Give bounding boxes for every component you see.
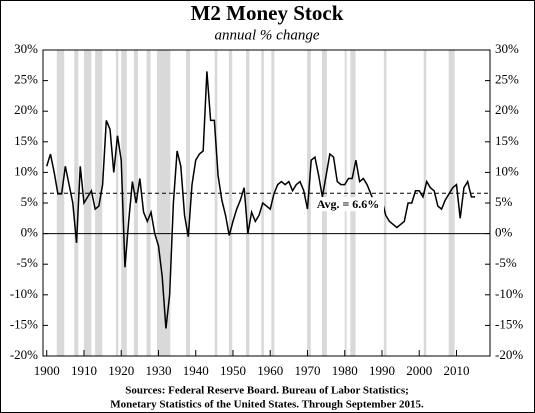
- recession-band: [156, 50, 171, 356]
- y-tick-label: -15%: [10, 316, 38, 331]
- y2-tick-label: -10%: [495, 286, 523, 301]
- recession-band: [423, 50, 427, 356]
- x-tick-label: 2000: [406, 363, 432, 378]
- x-tick-label: 1920: [108, 363, 134, 378]
- y-tick-label: 15%: [14, 133, 38, 148]
- chart-subtitle: annual % change: [215, 27, 320, 43]
- y2-tick-label: -20%: [495, 347, 523, 362]
- y-tick-label: 25%: [14, 72, 38, 87]
- average-label: Avg. = 6.6%: [317, 197, 380, 211]
- y2-tick-label: 0%: [495, 225, 513, 240]
- x-tick-label: 1960: [257, 363, 283, 378]
- y2-tick-label: 25%: [495, 72, 519, 87]
- data-line: [46, 71, 476, 329]
- recession-band: [246, 50, 250, 356]
- y2-tick-label: 5%: [495, 194, 513, 209]
- y-tick-label: 5%: [21, 194, 39, 209]
- recession-band: [307, 50, 311, 356]
- recession-band: [214, 50, 218, 356]
- x-tick-label: 1940: [183, 363, 209, 378]
- y2-tick-label: -15%: [495, 316, 523, 331]
- y-tick-label: -5%: [16, 255, 38, 270]
- recession-band: [74, 50, 79, 356]
- x-tick-label: 1980: [332, 363, 358, 378]
- plot-frame: [42, 49, 491, 357]
- recession-band: [121, 50, 127, 356]
- recession-band: [228, 50, 233, 356]
- recession-band: [56, 50, 65, 356]
- recession-band: [383, 50, 387, 356]
- y-tick-label: 0%: [21, 225, 39, 240]
- recession-band: [271, 50, 275, 356]
- recession-band: [146, 50, 151, 356]
- y-tick-label: 30%: [14, 41, 38, 56]
- recession-band: [83, 50, 92, 356]
- y-tick-label: -20%: [10, 347, 38, 362]
- x-tick-label: 1930: [145, 363, 171, 378]
- recession-band: [116, 50, 119, 356]
- y2-tick-label: -5%: [495, 255, 517, 270]
- y2-tick-label: 20%: [495, 102, 519, 117]
- x-tick-label: 1900: [34, 363, 60, 378]
- y2-tick-label: 15%: [495, 133, 519, 148]
- x-tick-label: 2010: [443, 363, 469, 378]
- recession-band: [186, 50, 191, 356]
- source-note: Sources: Federal Reserve Board. Bureau o…: [125, 385, 409, 397]
- x-tick-label: 1910: [71, 363, 97, 378]
- chart-title: M2 Money Stock: [191, 1, 344, 25]
- y2-tick-label: 10%: [495, 163, 519, 178]
- y2-tick-label: 30%: [495, 41, 519, 56]
- x-tick-label: 1990: [369, 363, 395, 378]
- recession-band: [448, 50, 455, 356]
- source-note: Monetary Statistics of the United States…: [110, 399, 424, 411]
- x-tick-label: 1970: [294, 363, 320, 378]
- y-tick-label: 20%: [14, 102, 38, 117]
- y-tick-label: -10%: [10, 286, 38, 301]
- y-tick-label: 10%: [14, 163, 38, 178]
- x-tick-label: 1950: [220, 363, 246, 378]
- annotation-bg: [312, 197, 384, 212]
